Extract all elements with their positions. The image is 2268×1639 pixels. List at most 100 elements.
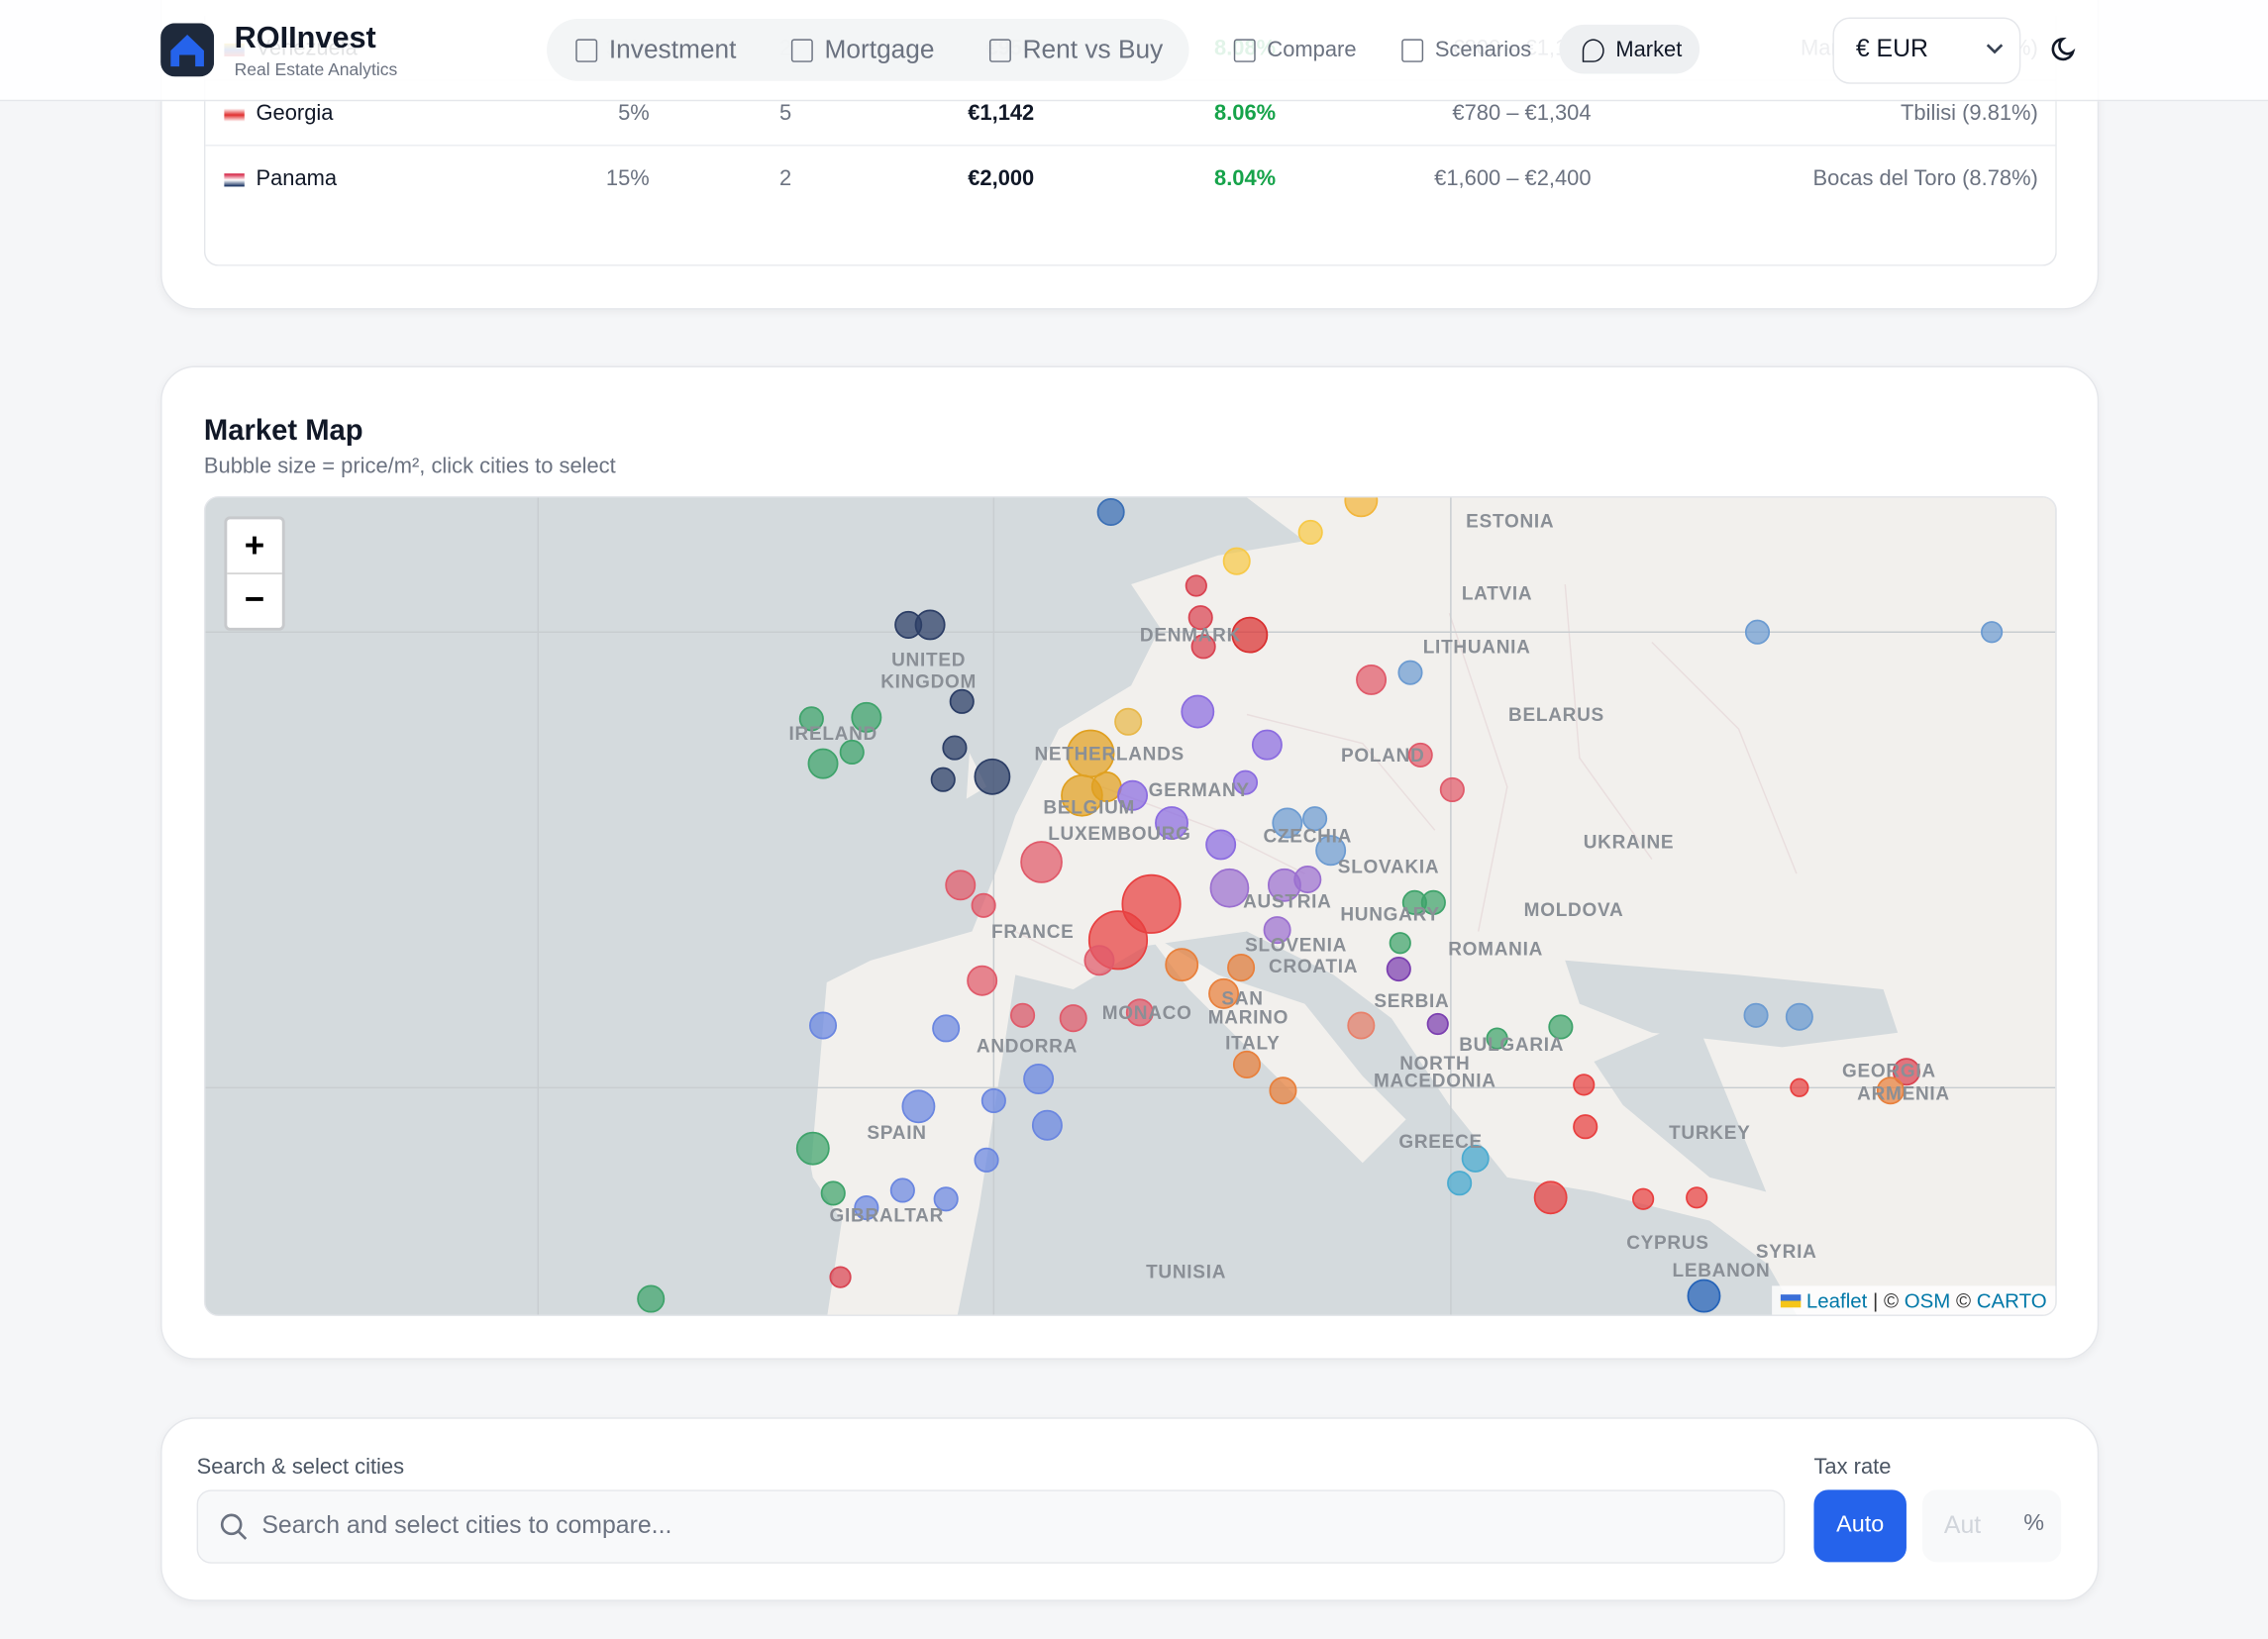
- city-bubble[interactable]: [1232, 769, 1259, 795]
- city-bubble[interactable]: [1181, 694, 1215, 729]
- city-bubble[interactable]: [1010, 1002, 1036, 1028]
- city-bubble[interactable]: [1059, 1004, 1087, 1033]
- city-bubble[interactable]: [1533, 1180, 1568, 1215]
- city-bubble[interactable]: [1632, 1187, 1655, 1210]
- city-bubble[interactable]: [1486, 1027, 1508, 1050]
- city-bubble[interactable]: [930, 767, 956, 792]
- city-bubble[interactable]: [809, 1011, 838, 1040]
- city-bubble[interactable]: [1083, 945, 1115, 976]
- city-bubble[interactable]: [1155, 806, 1188, 840]
- city-bubble[interactable]: [1347, 1011, 1376, 1040]
- city-bubble[interactable]: [1461, 1144, 1490, 1173]
- city-bubble[interactable]: [949, 688, 975, 714]
- theme-toggle[interactable]: [2051, 35, 2080, 63]
- attribution-link[interactable]: Leaflet: [1805, 1288, 1868, 1312]
- city-bubble[interactable]: [1981, 621, 2004, 644]
- city-bubble[interactable]: [1208, 977, 1240, 1009]
- city-bubble[interactable]: [1397, 660, 1423, 685]
- nav-item[interactable]: Market: [1615, 37, 1683, 62]
- city-bubble[interactable]: [1231, 616, 1269, 654]
- city-bubble[interactable]: [1263, 916, 1291, 945]
- city-bubble[interactable]: [974, 1147, 999, 1173]
- city-bubble[interactable]: [1272, 807, 1303, 839]
- city-bubble[interactable]: [807, 748, 839, 779]
- city-bubble[interactable]: [889, 1178, 915, 1203]
- city-bubble[interactable]: [1744, 619, 1771, 645]
- nav-item[interactable]: Investment: [608, 35, 737, 64]
- city-bubble[interactable]: [851, 701, 882, 733]
- city-bubble[interactable]: [933, 1186, 959, 1212]
- attribution-link[interactable]: OSM: [1904, 1288, 1951, 1312]
- city-bubble[interactable]: [980, 1087, 1006, 1114]
- city-bubble[interactable]: [1743, 1002, 1769, 1028]
- logo[interactable]: [160, 23, 215, 77]
- city-bubble[interactable]: [1573, 1074, 1596, 1096]
- city-bubble[interactable]: [967, 965, 998, 996]
- city-bubble[interactable]: [1315, 835, 1347, 867]
- city-bubble[interactable]: [820, 1180, 846, 1206]
- city-bubble[interactable]: [1344, 497, 1379, 518]
- city-bubble[interactable]: [1407, 742, 1433, 768]
- city-bubble[interactable]: [1297, 519, 1323, 546]
- city-bubble[interactable]: [637, 1284, 666, 1313]
- city-bubble[interactable]: [1165, 948, 1199, 982]
- city-bubble[interactable]: [1573, 1114, 1598, 1140]
- city-bubble[interactable]: [1356, 664, 1388, 695]
- city-bubble[interactable]: [1205, 829, 1237, 861]
- zoom-in[interactable]: +: [227, 519, 282, 574]
- city-bubble[interactable]: [1389, 932, 1411, 955]
- city-bubble[interactable]: [1209, 868, 1250, 908]
- city-bubble[interactable]: [971, 892, 996, 918]
- city-bubble[interactable]: [1125, 998, 1154, 1027]
- city-bubble[interactable]: [1117, 779, 1149, 811]
- city-bubble[interactable]: [1114, 707, 1143, 736]
- city-bubble[interactable]: [1031, 1109, 1063, 1141]
- city-bubble[interactable]: [1190, 634, 1216, 660]
- city-bubble[interactable]: [1023, 1064, 1055, 1095]
- city-bubble[interactable]: [1020, 841, 1063, 883]
- city-bubble[interactable]: [1876, 1076, 1905, 1105]
- city-bubble[interactable]: [1447, 1171, 1473, 1196]
- zoom-out[interactable]: −: [244, 579, 265, 620]
- city-bubble[interactable]: [795, 1131, 830, 1166]
- city-bubble[interactable]: [1222, 547, 1251, 575]
- city-bubble[interactable]: [1227, 954, 1256, 982]
- auto-button[interactable]: Auto: [1813, 1489, 1907, 1563]
- city-bubble[interactable]: [839, 739, 865, 766]
- city-bubble[interactable]: [914, 609, 946, 641]
- city-bubble[interactable]: [1232, 1050, 1261, 1078]
- city-bubble[interactable]: [974, 758, 1011, 795]
- city-bubble[interactable]: [1687, 1279, 1721, 1313]
- nav-item[interactable]: Scenarios: [1434, 37, 1532, 62]
- city-bubble[interactable]: [1439, 776, 1465, 802]
- city-bubble[interactable]: [1790, 1077, 1809, 1097]
- map[interactable]: + − Leaflet | © OSM © CARTO ESTONIA LATVI…: [203, 495, 2057, 1317]
- currency-select[interactable]: € EUR: [1832, 17, 2021, 84]
- city-bubble[interactable]: [798, 706, 824, 732]
- nav-item[interactable]: Rent vs Buy: [1022, 35, 1164, 64]
- city-bubble[interactable]: [1892, 1058, 1920, 1086]
- city-bubble[interactable]: [1293, 865, 1322, 894]
- city-bubble[interactable]: [854, 1194, 879, 1221]
- city-bubble[interactable]: [945, 870, 977, 901]
- city-bubble[interactable]: [1420, 889, 1446, 915]
- city-bubble[interactable]: [829, 1266, 852, 1288]
- city-bubble[interactable]: [1251, 729, 1283, 761]
- attribution-link[interactable]: CARTO: [1976, 1288, 2047, 1312]
- city-bubble[interactable]: [1187, 605, 1213, 631]
- tax-input[interactable]: Aut %: [1922, 1489, 2062, 1563]
- city-bubble[interactable]: [1548, 1014, 1574, 1040]
- city-bubble[interactable]: [1185, 574, 1207, 597]
- search-input[interactable]: Search and select cities to compare...: [196, 1489, 1786, 1564]
- city-bubble[interactable]: [1686, 1186, 1708, 1209]
- city-bubble[interactable]: [932, 1014, 961, 1043]
- nav-item[interactable]: Mortgage: [824, 35, 935, 64]
- city-bubble[interactable]: [1096, 497, 1125, 527]
- city-bubble[interactable]: [901, 1089, 936, 1124]
- city-bubble[interactable]: [1426, 1012, 1449, 1036]
- city-bubble[interactable]: [942, 735, 968, 761]
- city-bubble[interactable]: [1386, 956, 1411, 982]
- city-bubble[interactable]: [1785, 1002, 1813, 1031]
- city-bubble[interactable]: [1302, 806, 1328, 832]
- city-bubble[interactable]: [1269, 1076, 1297, 1105]
